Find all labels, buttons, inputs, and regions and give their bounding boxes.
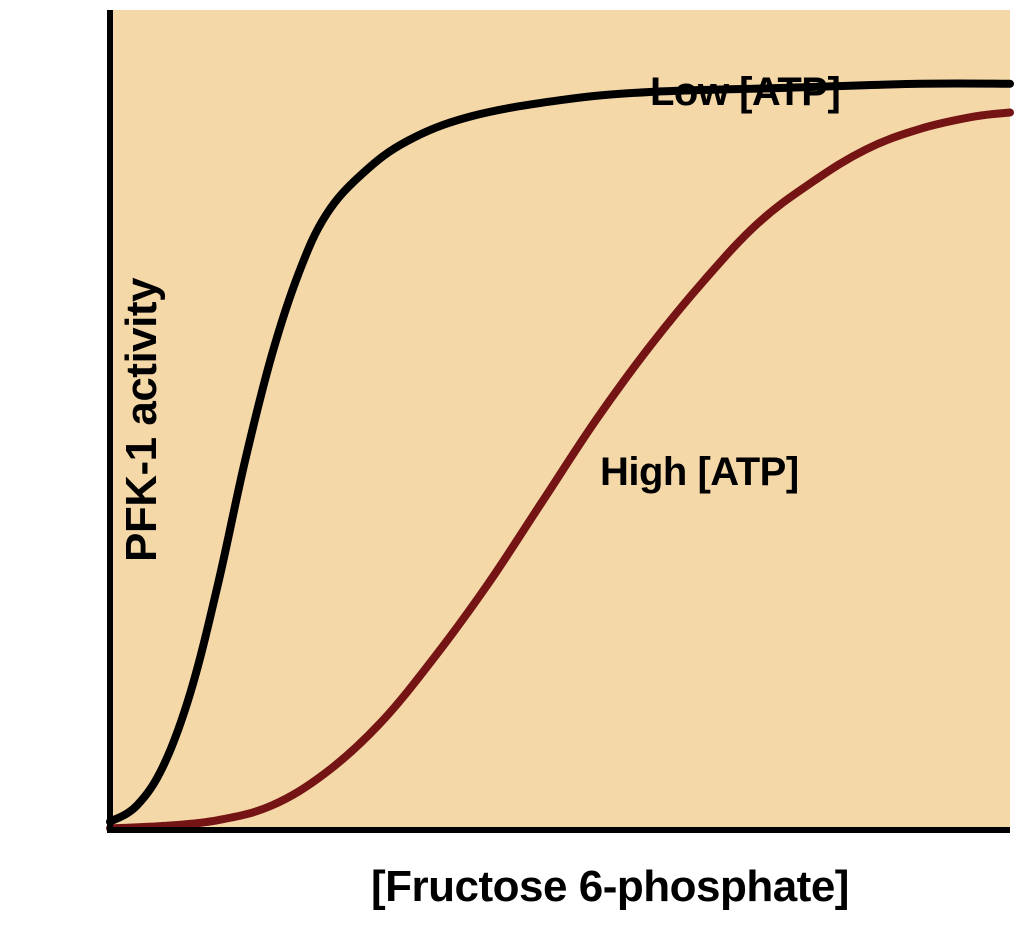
chart-container: PFK-1 activity [Fructose 6-phosphate] Lo…	[0, 0, 1024, 930]
curve-label-high-atp: High [ATP]	[600, 450, 799, 495]
x-axis-label: [Fructose 6-phosphate]	[260, 862, 960, 912]
plot-background	[110, 10, 1010, 830]
y-axis-label: PFK-1 activity	[117, 278, 167, 562]
curve-label-low-atp: Low [ATP]	[650, 70, 840, 115]
